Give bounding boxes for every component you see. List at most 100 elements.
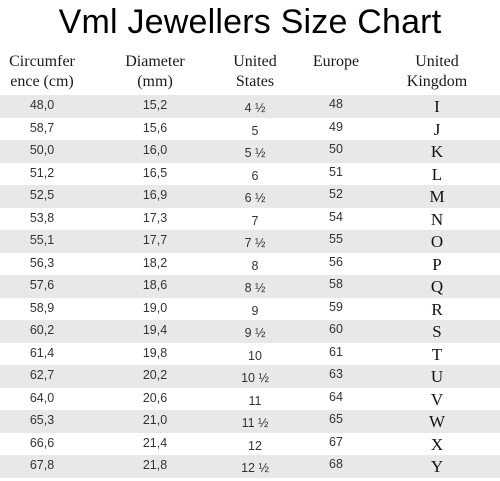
cell-europe: 51	[329, 164, 343, 179]
cell-circumference: 55,1	[29, 233, 55, 247]
table-row: 55,1 17,7 7 ½ 55 O	[0, 230, 500, 253]
cell-uk: K	[430, 142, 444, 161]
table-row: 61,4 19,8 10 61 T	[0, 343, 500, 366]
header-us-line1: United	[233, 53, 277, 70]
table-row: 48,0 15,2 4 ½ 48 I	[0, 95, 500, 118]
cell-us: 6	[251, 168, 259, 183]
cell-circumference: 64,0	[29, 390, 55, 405]
cell-us: 8 ½	[244, 281, 266, 295]
cell-uk: Y	[430, 457, 444, 476]
cell-europe: 60	[329, 322, 343, 336]
cell-europe: 58	[329, 277, 343, 291]
header-diameter-line2: (mm)	[137, 73, 173, 90]
table-row: 64,0 20,6 11 64 V	[0, 388, 500, 411]
cell-us: 5 ½	[244, 146, 266, 160]
table-row: 57,6 18,6 8 ½ 58 Q	[0, 275, 500, 298]
cell-circumference: 66,6	[29, 435, 55, 450]
cell-europe: 55	[329, 232, 343, 246]
header-circumference: Circumfer ence (cm)	[2, 52, 82, 92]
cell-uk: L	[431, 164, 443, 184]
cell-circumference: 58,7	[29, 120, 55, 135]
header-uk-line2: Kingdom	[406, 73, 468, 90]
cell-uk: I	[434, 97, 440, 116]
cell-us: 5	[251, 123, 259, 138]
cell-diameter: 16,5	[142, 165, 168, 180]
cell-uk: Q	[430, 277, 444, 296]
table-header: Circumfer ence (cm) Diameter (mm) United…	[0, 52, 500, 94]
cell-uk: J	[433, 119, 441, 139]
size-table-body: 48,0 15,2 4 ½ 48 I 58,7 15,6 5 49 J 50,0 16,0 5 ½ 50 K…	[0, 95, 500, 478]
cell-diameter: 19,0	[142, 300, 168, 315]
cell-us: 12 ½	[241, 461, 269, 475]
cell-diameter: 18,2	[142, 255, 168, 270]
cell-us: 11	[248, 393, 262, 408]
table-row: 53,8 17,3 7 54 N	[0, 208, 500, 231]
table-row: 62,7 20,2 10 ½ 63 U	[0, 365, 500, 388]
cell-us: 9 ½	[244, 326, 266, 340]
cell-us: 12	[248, 438, 262, 453]
cell-us: 9	[251, 303, 259, 318]
cell-us: 10	[248, 348, 262, 363]
cell-europe: 63	[329, 367, 343, 381]
header-united-states: United States	[215, 52, 295, 92]
cell-us: 7	[251, 213, 259, 228]
cell-uk: T	[431, 344, 443, 364]
cell-diameter: 17,3	[142, 210, 168, 225]
cell-europe: 68	[329, 457, 343, 471]
cell-uk: S	[432, 322, 442, 341]
header-circumference-line1: Circumfer	[9, 53, 75, 70]
cell-uk: U	[430, 367, 444, 386]
header-circumference-line2: ence (cm)	[10, 73, 74, 90]
cell-uk: M	[429, 187, 445, 206]
cell-circumference: 56,3	[29, 255, 55, 270]
header-uk-line1: United	[415, 53, 459, 70]
cell-circumference: 58,9	[29, 300, 55, 315]
cell-europe: 52	[329, 187, 343, 201]
cell-diameter: 20,6	[142, 390, 168, 405]
header-diameter-line1: Diameter	[125, 53, 185, 70]
cell-diameter: 19,4	[142, 323, 168, 337]
cell-us: 6 ½	[244, 191, 266, 205]
cell-europe: 50	[329, 142, 343, 156]
cell-us: 11 ½	[241, 416, 269, 430]
header-europe-label: Europe	[312, 53, 360, 70]
table-row: 66,6 21,4 12 67 X	[0, 433, 500, 456]
cell-uk: N	[430, 209, 444, 229]
cell-europe: 64	[329, 389, 343, 404]
cell-circumference: 48,0	[29, 98, 55, 112]
cell-circumference: 65,3	[29, 413, 55, 427]
cell-diameter: 21,8	[142, 458, 168, 472]
cell-europe: 67	[329, 434, 343, 449]
cell-uk: X	[430, 434, 444, 454]
cell-circumference: 57,6	[29, 278, 55, 292]
cell-circumference: 61,4	[29, 345, 55, 360]
cell-circumference: 51,2	[29, 165, 55, 180]
header-diameter: Diameter (mm)	[112, 52, 198, 92]
cell-circumference: 60,2	[29, 323, 55, 337]
page-title: Vml Jewellers Size Chart	[58, 3, 442, 41]
cell-europe: 54	[329, 209, 343, 224]
cell-diameter: 20,2	[142, 368, 168, 382]
cell-us: 4 ½	[244, 101, 266, 115]
cell-europe: 65	[329, 412, 343, 426]
cell-circumference: 53,8	[29, 210, 55, 225]
cell-uk: O	[430, 232, 444, 251]
cell-diameter: 16,0	[142, 143, 168, 157]
table-row: 65,3 21,0 11 ½ 65 W	[0, 410, 500, 433]
header-united-kingdom: United Kingdom	[392, 52, 482, 92]
cell-us: 7 ½	[244, 236, 266, 250]
header-us-line2: States	[235, 73, 275, 90]
cell-uk: R	[431, 299, 443, 319]
cell-uk: W	[428, 412, 446, 431]
cell-europe: 61	[329, 344, 343, 359]
table-row: 60,2 19,4 9 ½ 60 S	[0, 320, 500, 343]
cell-diameter: 18,6	[142, 278, 168, 292]
table-row: 52,5 16,9 6 ½ 52 M	[0, 185, 500, 208]
cell-us: 10 ½	[241, 371, 269, 385]
cell-diameter: 19,8	[142, 345, 168, 360]
cell-diameter: 15,6	[142, 120, 168, 135]
cell-diameter: 16,9	[142, 188, 168, 202]
table-row: 58,7 15,6 5 49 J	[0, 118, 500, 141]
cell-diameter: 21,4	[142, 435, 168, 450]
cell-diameter: 15,2	[142, 98, 168, 112]
